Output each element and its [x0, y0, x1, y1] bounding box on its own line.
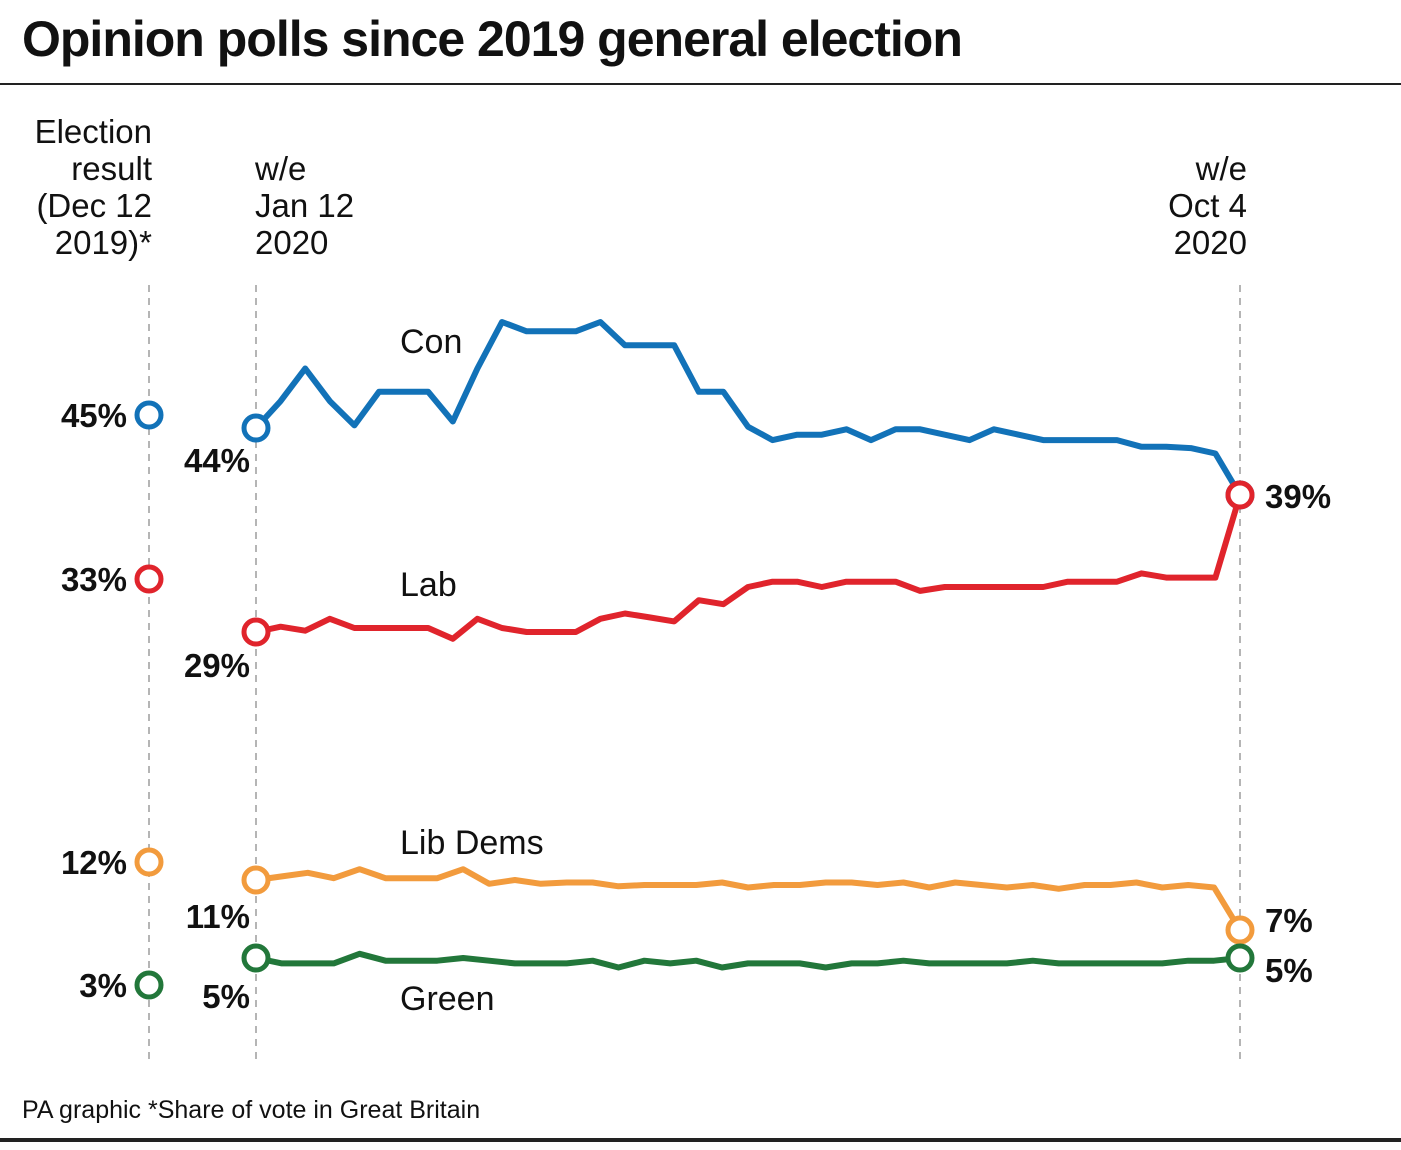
green-end-value: 5% [1265, 952, 1313, 989]
bottom-divider [0, 1138, 1401, 1142]
lib-dems-election-marker [134, 847, 164, 877]
con-start-value: 44% [184, 442, 250, 479]
lib-dems-start-value: 11% [186, 898, 250, 935]
green-election-marker [134, 970, 164, 1000]
con-election-marker [134, 400, 164, 430]
green-poll-line [253, 950, 1243, 971]
lib-dems-poll-line [253, 866, 1243, 933]
title-divider [0, 83, 1401, 85]
con-end-value: 39% [1265, 478, 1331, 515]
lib-dems-series-label: Lib Dems [400, 824, 544, 862]
green-series-label: Green [400, 980, 495, 1018]
lab-end-marker [1225, 480, 1255, 510]
lib-dems-election-value: 12% [61, 844, 127, 881]
con-poll-line [253, 319, 1243, 498]
lab-poll-line [253, 492, 1243, 642]
green-start-marker [241, 943, 271, 973]
lib-dems-end-marker [1225, 915, 1255, 945]
green-election-value: 3% [79, 967, 127, 1004]
election-result-header: Election result (Dec 12 2019)* [34, 113, 152, 261]
end-week-header: w/e Oct 4 2020 [1168, 150, 1247, 261]
con-series-label: Con [400, 323, 462, 361]
lab-election-marker [134, 564, 164, 594]
green-end-marker [1225, 943, 1255, 973]
lab-series-label: Lab [400, 566, 457, 604]
lib-dems-end-value: 7% [1265, 902, 1313, 939]
source-footnote: PA graphic *Share of vote in Great Brita… [22, 1096, 481, 1124]
chart-title: Opinion polls since 2019 general electio… [22, 11, 963, 67]
lab-election-value: 33% [61, 561, 127, 598]
lib-dems-start-marker [241, 865, 271, 895]
con-start-marker [241, 413, 271, 443]
lab-start-marker [241, 617, 271, 647]
lab-start-value: 29% [184, 647, 250, 684]
start-week-header: w/e Jan 12 2020 [255, 150, 355, 261]
con-election-value: 45% [61, 397, 127, 434]
green-start-value: 5% [202, 978, 250, 1015]
